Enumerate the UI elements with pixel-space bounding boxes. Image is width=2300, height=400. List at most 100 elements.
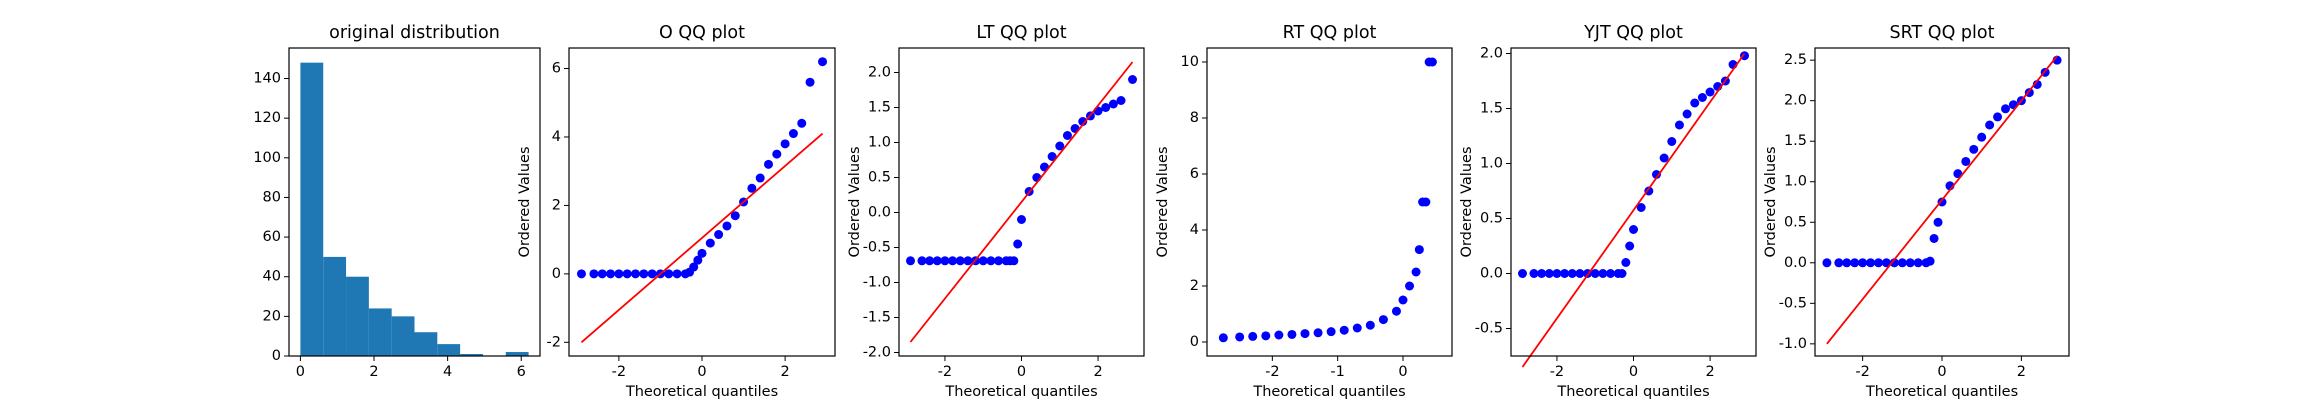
x-tick-label: 2	[1093, 364, 1102, 380]
axes-frame	[1510, 47, 1757, 357]
data-point	[1925, 256, 1935, 266]
data-point	[963, 256, 973, 266]
histogram-bar	[505, 352, 529, 356]
data-point	[1544, 269, 1554, 278]
data-point	[1078, 117, 1088, 126]
data-point	[631, 269, 640, 279]
y-tick-label: -0.5	[1779, 295, 1807, 311]
data-point	[1116, 96, 1126, 105]
data-point	[932, 256, 942, 266]
histogram-bar	[346, 276, 369, 356]
data-point	[1834, 258, 1844, 268]
data-point	[1682, 109, 1692, 119]
y-tick-label: 0	[552, 266, 561, 282]
data-point	[614, 269, 624, 279]
data-point	[1047, 152, 1057, 161]
x-tick-label: 6	[517, 364, 526, 380]
data-point	[994, 256, 1004, 266]
y-tick-label: 40	[263, 269, 281, 285]
data-point	[1929, 233, 1939, 243]
histogram-bar	[368, 308, 392, 356]
data-point	[689, 262, 699, 272]
y-tick-label: -2.0	[863, 345, 891, 361]
y-tick-label: -0.5	[863, 240, 891, 256]
data-point	[797, 118, 807, 128]
y-tick-label: 60	[263, 229, 281, 245]
y-axis-label: Ordered Values	[847, 147, 863, 258]
y-tick-label: 2.0	[1480, 46, 1503, 62]
axes-frame	[1814, 47, 2070, 357]
data-point	[693, 255, 703, 265]
histogram-bar	[437, 344, 461, 356]
data-point	[722, 221, 732, 231]
data-point	[1858, 258, 1868, 268]
data-point	[1261, 331, 1271, 341]
data-point	[1889, 258, 1899, 268]
data-point	[576, 269, 586, 279]
chart-title: RT QQ plot	[1283, 23, 1377, 43]
data-point	[955, 256, 965, 266]
y-tick-label: 0.5	[1784, 214, 1807, 230]
x-tick-label: 0	[296, 364, 305, 380]
data-point	[1391, 306, 1401, 316]
data-point	[1101, 103, 1111, 112]
x-tick-label: 0	[1017, 364, 1026, 380]
data-point	[1621, 258, 1631, 267]
data-point	[1822, 258, 1832, 268]
chart-title: original distribution	[329, 23, 500, 43]
y-tick-label: 0.0	[1784, 255, 1807, 271]
histogram-bar	[300, 62, 324, 357]
chart-title: YJT QQ plot	[1583, 23, 1683, 43]
data-point	[1977, 132, 1987, 142]
data-point	[1961, 156, 1971, 166]
y-tick-label: 1.5	[868, 100, 891, 116]
data-point	[940, 256, 950, 266]
data-point	[1017, 215, 1026, 224]
y-tick-label: 0	[1190, 334, 1199, 350]
data-point	[1365, 320, 1375, 330]
y-tick-label: 2	[1190, 278, 1199, 294]
data-point	[1560, 269, 1570, 278]
data-point	[1705, 87, 1715, 97]
data-point	[1235, 332, 1245, 342]
x-tick-label: 2	[369, 364, 378, 380]
y-tick-label: 80	[263, 189, 281, 205]
y-tick-label: 1.0	[1784, 174, 1807, 190]
axes-frame	[898, 47, 1145, 357]
x-tick-label: 0	[1937, 364, 1946, 380]
data-point	[1339, 325, 1349, 335]
data-point	[1274, 330, 1284, 340]
y-tick-label: 4	[552, 129, 561, 145]
x-tick-label: -2	[1855, 364, 1869, 380]
y-tick-label: 2.0	[868, 65, 891, 81]
chart-title: LT QQ plot	[976, 23, 1066, 43]
data-point	[1128, 75, 1138, 84]
data-point	[597, 269, 607, 279]
data-point	[1009, 256, 1019, 266]
data-point	[1874, 258, 1883, 268]
data-point	[1590, 269, 1600, 278]
data-point	[647, 269, 657, 279]
data-point	[606, 269, 616, 279]
data-point	[622, 269, 632, 279]
x-tick-label: -2	[1265, 364, 1279, 380]
data-point	[1697, 93, 1707, 102]
y-tick-label: 0	[272, 348, 281, 364]
chart-title: SRT QQ plot	[1890, 23, 1995, 43]
data-point	[1411, 267, 1421, 277]
data-point	[1567, 269, 1577, 278]
data-point	[1690, 98, 1700, 108]
data-point	[805, 77, 815, 87]
data-point	[1352, 323, 1362, 333]
x-axis-label: Theoretical quantiles	[625, 384, 778, 400]
data-point	[1969, 144, 1979, 154]
x-axis-label: Theoretical quantiles	[1556, 384, 1709, 400]
x-tick-label: -2	[938, 364, 952, 380]
fit-line	[1521, 52, 1746, 368]
data-point	[1405, 281, 1415, 291]
data-point	[705, 238, 715, 248]
data-point	[1598, 269, 1608, 278]
y-axis-label: Ordered Values	[1155, 147, 1171, 258]
x-tick-label: 0	[697, 364, 706, 380]
